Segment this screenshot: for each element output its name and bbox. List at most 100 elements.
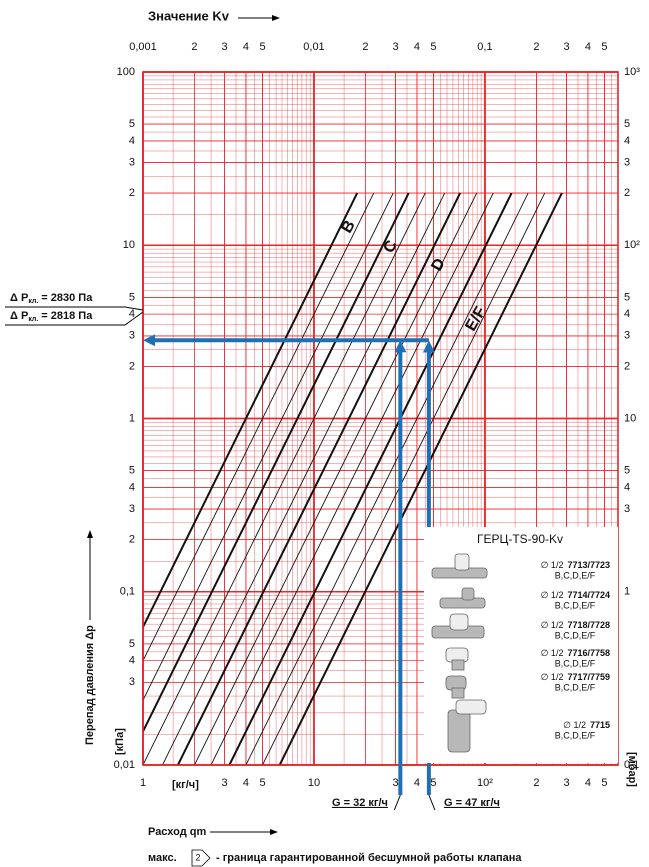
dp-text: = 2830 Па: [41, 292, 93, 304]
y-label: Перепад давления Δp: [84, 625, 96, 745]
legend-presets: B,C,D,E/F: [555, 682, 596, 692]
y-tick-label: 4: [129, 308, 135, 320]
kv-line: [142, 192, 410, 732]
y2-tick-label: 5: [624, 465, 630, 477]
kv-line: [142, 192, 359, 628]
y2-tick-label: 1: [624, 586, 630, 598]
y-tick-label: 5: [129, 291, 135, 303]
x-tick-label: 5: [259, 777, 265, 789]
y-tick-label: 3: [129, 676, 135, 688]
kv-line: [162, 192, 446, 766]
kv-line: [142, 192, 426, 766]
x-label: Расход qm: [148, 826, 206, 838]
legend-presets: B,C,D,E/F: [555, 730, 596, 740]
kv-lines: [142, 192, 563, 766]
x2-tick-label: 4: [585, 41, 591, 53]
x2-tick-label: 0,01: [303, 41, 324, 53]
legend-code: 7718/7728: [567, 620, 610, 630]
footer-symbol: 2: [195, 852, 200, 862]
arrow-head: [270, 829, 278, 835]
footer: макс. 2 - граница гарантированной бесшум…: [148, 849, 522, 867]
y2-tick-label: 3: [624, 503, 630, 515]
kv-line: [245, 192, 529, 766]
y2-tick-label: 3: [624, 330, 630, 342]
legend-size: ∅ 1/2: [541, 560, 564, 570]
legend-presets: B,C,D,E/F: [555, 600, 596, 610]
x-tick-label: 3: [392, 777, 398, 789]
y-tick-label: 4: [129, 135, 135, 147]
x2-tick-label: 2: [362, 41, 368, 53]
arrow-head: [143, 334, 155, 347]
kv-line: [262, 192, 546, 766]
x-tick-label: 1: [140, 777, 146, 789]
kv-line: [142, 192, 394, 701]
footer-prefix: макс.: [148, 852, 177, 864]
x-tick-label: 10: [308, 777, 320, 789]
y-tick-label: 1: [129, 412, 135, 424]
kv-line: [177, 192, 461, 766]
x2-label: Значение Kv: [148, 8, 230, 23]
dp-label: Δ Pкл. = 2830 Па: [5, 292, 144, 311]
y2-tick-label: 10³: [624, 66, 640, 78]
label-leader: [393, 794, 401, 811]
y2-tick-label: 5: [624, 118, 630, 130]
x2-tick-label: 2: [191, 41, 197, 53]
legend-size: ∅ 1/2: [541, 620, 564, 630]
legend-size: ∅ 1/2: [541, 672, 564, 682]
kv-line: [228, 192, 513, 766]
y-tick-label: 0,01: [114, 759, 135, 771]
dp-prefix: Δ P: [10, 292, 28, 304]
dp-sub: кл.: [28, 316, 38, 323]
leader: [124, 311, 144, 326]
legend-size: ∅ 1/2: [541, 648, 564, 658]
y2-tick-label: 4: [624, 135, 630, 147]
y-tick-label: 2: [129, 187, 135, 199]
y-tick-label: 4: [129, 481, 135, 493]
valve-icons: [431, 553, 488, 753]
legend-presets: B,C,D,E/F: [555, 658, 596, 668]
x-tick-label: 3: [222, 777, 228, 789]
y2-tick-label: 3: [624, 156, 630, 168]
arrow-head: [394, 340, 407, 353]
dp-prefix: Δ P: [10, 310, 28, 322]
x-tick-label: 4: [414, 777, 420, 789]
kv-line: [278, 192, 563, 766]
arrow-head: [87, 530, 93, 538]
legend-item: ∅ 1/2 7717/7759: [541, 672, 610, 682]
x2-tick-label: 5: [259, 41, 265, 53]
series-label: G = 32 кг/ч: [332, 797, 388, 809]
arrow-head: [422, 340, 435, 353]
legend-code: 7717/7759: [567, 672, 610, 682]
legend-item: ∅ 1/2 7713/7723: [541, 560, 610, 570]
legend-item: ∅ 1/2 7716/7758: [541, 648, 610, 658]
x-tick-label: 3: [563, 777, 569, 789]
y-tick-label: 5: [129, 465, 135, 477]
y2-tick-label: 4: [624, 481, 630, 493]
legend-presets: B,C,D,E/F: [555, 630, 596, 640]
y-tick-label: 3: [129, 156, 135, 168]
kv-line: [210, 192, 494, 766]
y-tick-label: 100: [117, 66, 135, 78]
x-tick-label: 5: [601, 777, 607, 789]
legend-code: 7716/7758: [567, 648, 610, 658]
legend-size: ∅ 1/2: [541, 590, 564, 600]
legend-presets: B,C,D,E/F: [555, 570, 596, 580]
dp-text: = 2818 Па: [41, 310, 93, 322]
x2-tick-label: 5: [430, 41, 436, 53]
x2-tick-label: 2: [533, 41, 539, 53]
x2-tick-label: 3: [392, 41, 398, 53]
y2-tick-label: 10²: [624, 239, 640, 251]
legend-code: 7713/7723: [567, 560, 610, 570]
y-tick-label: 2: [129, 534, 135, 546]
x2-tick-label: 4: [414, 41, 420, 53]
legend-title: ГЕРЦ-TS-90-Kv: [477, 532, 563, 546]
x-tick-label: 2: [533, 777, 539, 789]
y-tick-label: 5: [129, 638, 135, 650]
legend-item: ∅ 1/2 7715: [563, 720, 610, 730]
y-tick-label: 0,1: [120, 586, 135, 598]
y2-tick-label: 2: [624, 360, 630, 372]
y2-tick-label: 2: [624, 187, 630, 199]
x-tick-label: 4: [585, 777, 591, 789]
